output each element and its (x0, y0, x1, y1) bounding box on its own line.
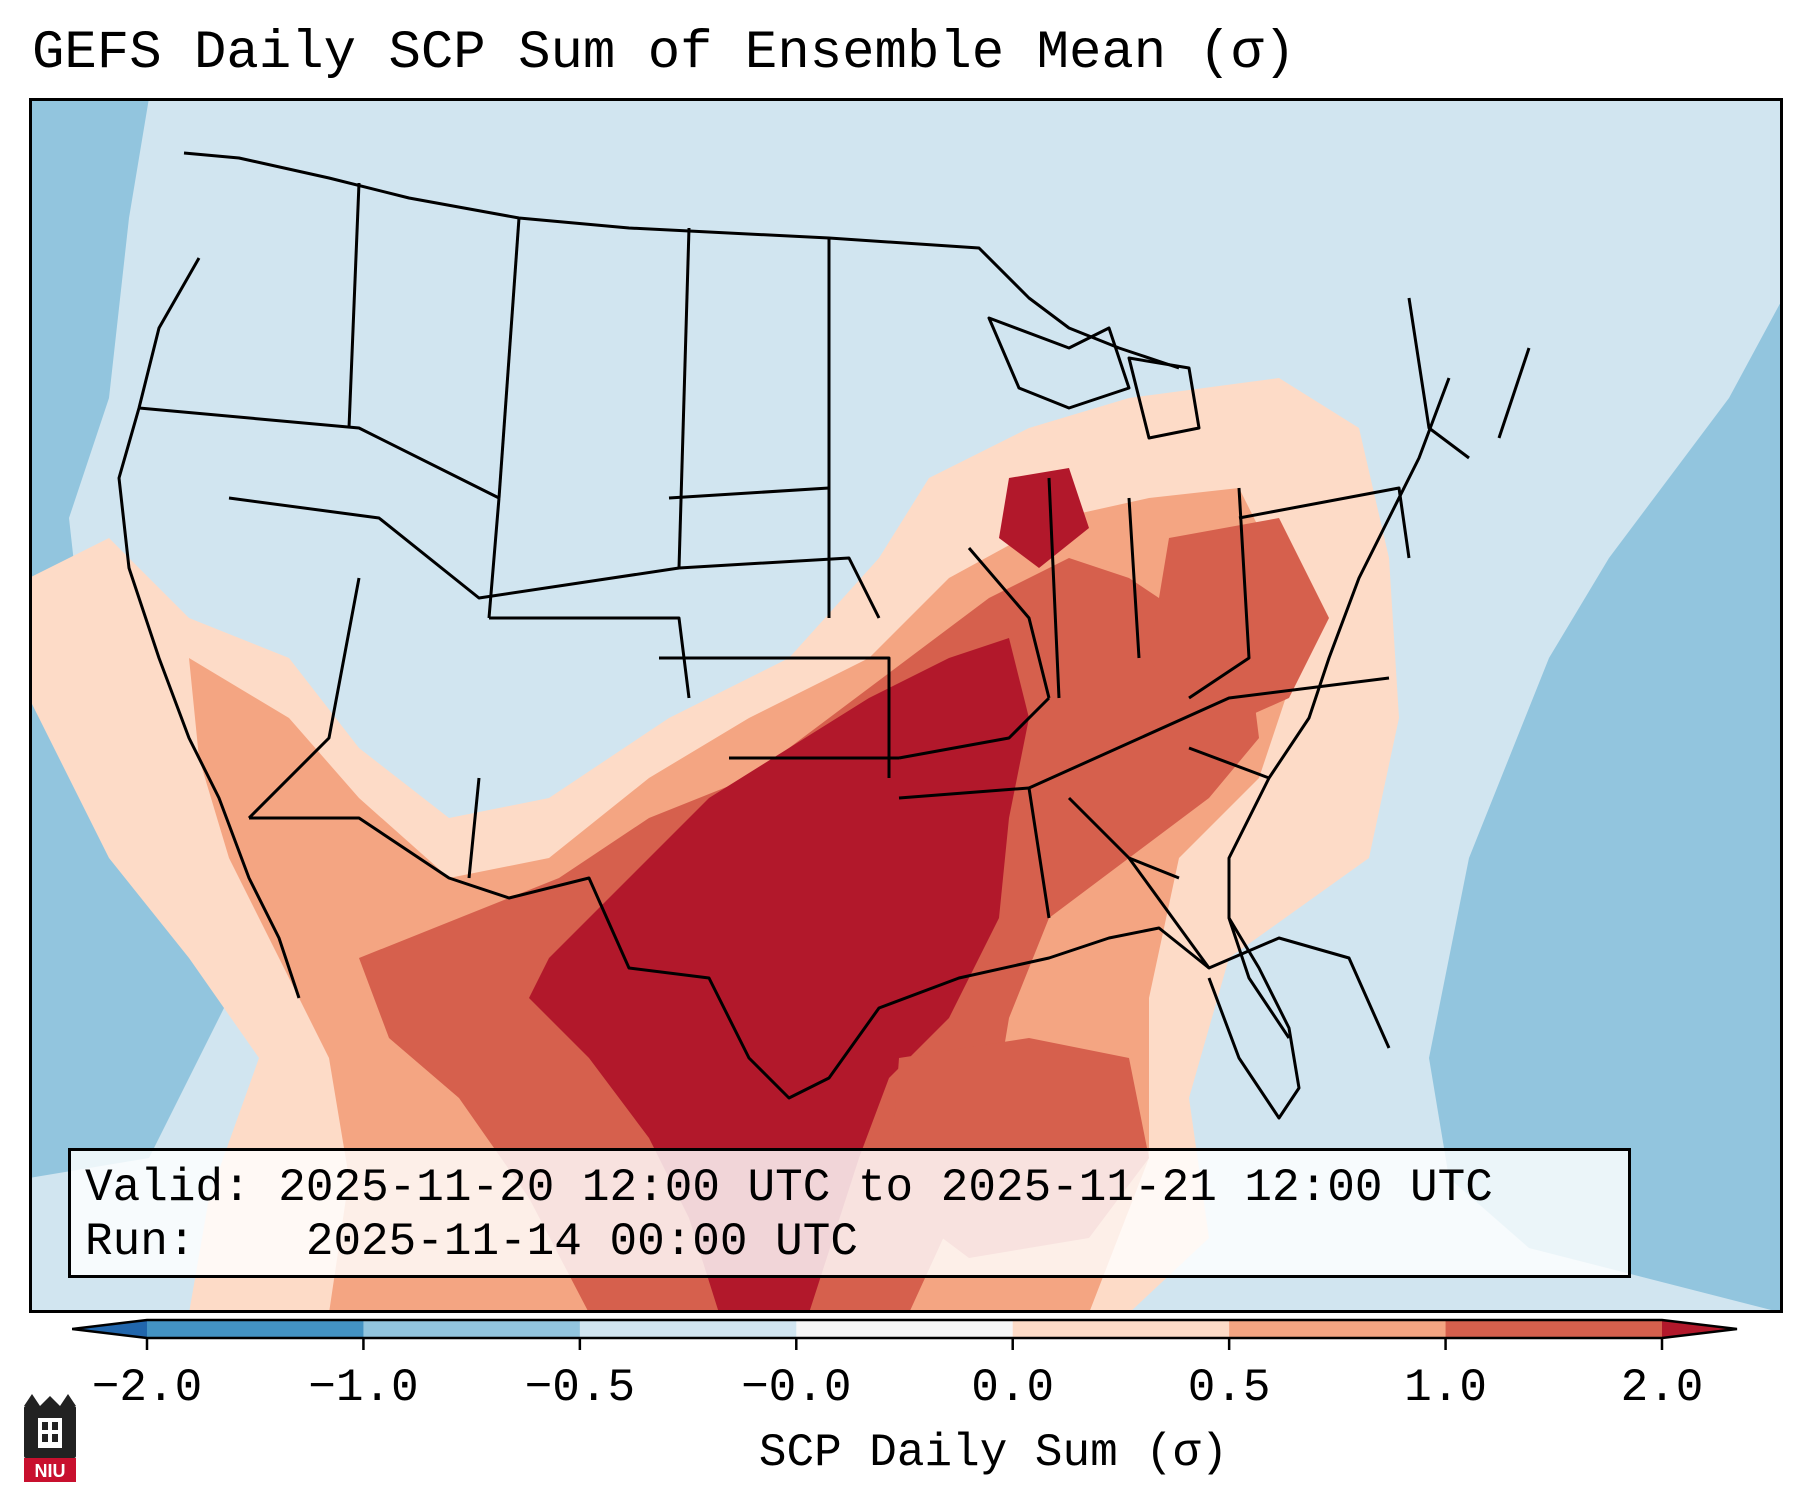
sigma-one-ohio (1149, 518, 1329, 738)
colorbar (72, 1318, 1738, 1350)
valid-value: 2025-11-20 12:00 UTC to 2025-11-21 12:00… (278, 1162, 1493, 1214)
colorbar-extend-low (72, 1320, 147, 1338)
state-borders (117, 151, 1531, 1120)
niu-logo: NIU (24, 1394, 76, 1482)
colorbar-segment (147, 1320, 364, 1338)
colorbar-segment (796, 1320, 1014, 1338)
colorbar-segment (1012, 1320, 1230, 1338)
colorbar-extend-high (1662, 1320, 1737, 1338)
colorbar-segment (363, 1320, 581, 1338)
colorbar-tick-label: −0.5 (524, 1362, 636, 1414)
sigma-two-core (529, 638, 1029, 1313)
colorbar-tick-label: −1.0 (308, 1362, 419, 1414)
map-title: GEFS Daily SCP Sum of Ensemble Mean (σ) (32, 23, 1296, 84)
colorbar-segment (1445, 1320, 1663, 1338)
colorbar-tick-label: 2.0 (1620, 1362, 1704, 1414)
colorbar-tick-label: 1.0 (1404, 1362, 1487, 1414)
run-label: Run: (85, 1216, 196, 1268)
colorbar-label: SCP Daily Sum (σ) (758, 1427, 1229, 1479)
colorbar-tick-label: −2.0 (91, 1362, 203, 1414)
valid-label: Valid: (85, 1162, 251, 1214)
colorbar-tick-label: 0.5 (1187, 1362, 1271, 1414)
map-frame (29, 98, 1783, 1313)
logo-text: NIU (35, 1461, 66, 1481)
colorbar-segment (579, 1320, 797, 1338)
colorbar-tick-label: −0.0 (741, 1362, 852, 1414)
run-value: 2025-11-14 00:00 UTC (305, 1216, 858, 1268)
valid-info-box: Valid: 2025-11-20 12:00 UTC to 2025-11-2… (68, 1148, 1631, 1278)
colorbar-tick-label: 0.0 (971, 1362, 1055, 1414)
scp-map (29, 98, 1783, 1313)
sigma-two-north (999, 468, 1089, 568)
colorbar-segment (1229, 1320, 1447, 1338)
